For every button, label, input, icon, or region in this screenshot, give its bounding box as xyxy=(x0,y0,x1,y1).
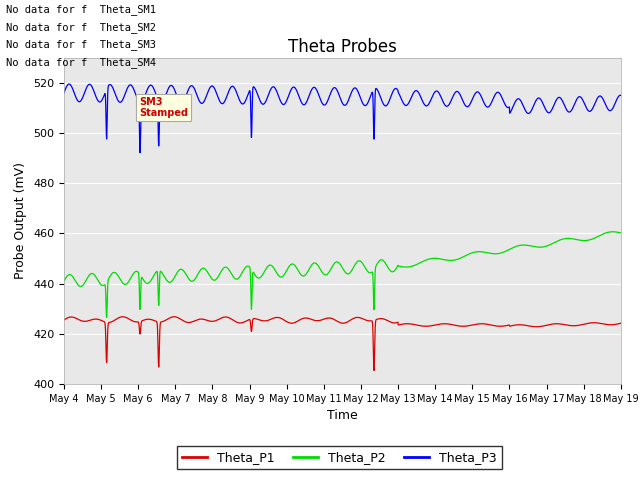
Y-axis label: Probe Output (mV): Probe Output (mV) xyxy=(15,162,28,279)
Title: Theta Probes: Theta Probes xyxy=(288,38,397,56)
Text: No data for f  Theta_SM4: No data for f Theta_SM4 xyxy=(6,57,156,68)
Text: No data for f  Theta_SM2: No data for f Theta_SM2 xyxy=(6,22,156,33)
Text: No data for f  Theta_SM1: No data for f Theta_SM1 xyxy=(6,4,156,15)
Text: No data for f  Theta_SM3: No data for f Theta_SM3 xyxy=(6,39,156,50)
Text: SM3
Stamped: SM3 Stamped xyxy=(139,97,188,119)
Legend: Theta_P1, Theta_P2, Theta_P3: Theta_P1, Theta_P2, Theta_P3 xyxy=(177,446,502,469)
X-axis label: Time: Time xyxy=(327,409,358,422)
